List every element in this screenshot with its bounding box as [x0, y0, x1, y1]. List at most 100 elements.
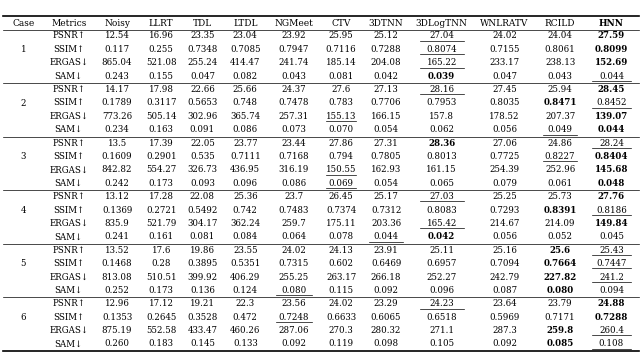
Text: 0.3117: 0.3117 — [146, 98, 177, 107]
Text: 406.29: 406.29 — [230, 272, 260, 281]
Text: 14.17: 14.17 — [104, 85, 130, 94]
Text: 24.23: 24.23 — [429, 299, 454, 308]
Text: 155.13: 155.13 — [326, 112, 356, 121]
Text: 0.105: 0.105 — [429, 340, 454, 349]
Text: 270.3: 270.3 — [329, 326, 353, 335]
Text: 252.27: 252.27 — [426, 272, 457, 281]
Text: 255.25: 255.25 — [279, 272, 309, 281]
Text: 0.252: 0.252 — [105, 286, 129, 295]
Text: 0.048: 0.048 — [598, 179, 625, 188]
Text: 25.17: 25.17 — [374, 192, 399, 201]
Text: CTV: CTV — [332, 19, 351, 28]
Text: 241.74: 241.74 — [279, 58, 309, 67]
Text: 27.86: 27.86 — [329, 139, 353, 148]
Text: 0.241: 0.241 — [104, 232, 130, 241]
Text: 149.84: 149.84 — [595, 219, 628, 228]
Text: 0.1468: 0.1468 — [102, 259, 132, 268]
Text: 0.056: 0.056 — [492, 125, 517, 134]
Text: 0.7947: 0.7947 — [279, 45, 309, 54]
Text: 162.93: 162.93 — [371, 165, 401, 174]
Text: 0.2721: 0.2721 — [146, 206, 177, 215]
Text: 0.7288: 0.7288 — [595, 313, 628, 322]
Text: 302.96: 302.96 — [188, 112, 218, 121]
Text: 0.472: 0.472 — [233, 313, 258, 322]
Text: 0.8227: 0.8227 — [545, 152, 575, 161]
Text: 24.02: 24.02 — [282, 246, 307, 255]
Text: 0.7348: 0.7348 — [188, 45, 218, 54]
Text: 24.02: 24.02 — [492, 32, 517, 41]
Text: 25.43: 25.43 — [599, 246, 624, 255]
Text: 0.535: 0.535 — [190, 152, 215, 161]
Text: 0.070: 0.070 — [328, 125, 354, 134]
Text: 25.6: 25.6 — [550, 246, 571, 255]
Text: 0.6065: 0.6065 — [371, 313, 401, 322]
Text: 27.76: 27.76 — [598, 192, 625, 201]
Text: 0.054: 0.054 — [374, 125, 399, 134]
Text: 139.07: 139.07 — [595, 112, 628, 121]
Text: 0.8452: 0.8452 — [596, 98, 627, 107]
Text: 0.119: 0.119 — [328, 340, 354, 349]
Text: 0.092: 0.092 — [374, 286, 399, 295]
Text: 152.69: 152.69 — [595, 58, 628, 67]
Text: 0.5969: 0.5969 — [490, 313, 520, 322]
Text: 0.7483: 0.7483 — [279, 206, 309, 215]
Text: 17.6: 17.6 — [152, 246, 171, 255]
Text: 0.243: 0.243 — [105, 72, 129, 81]
Text: 365.74: 365.74 — [230, 112, 260, 121]
Text: 875.19: 875.19 — [102, 326, 132, 335]
Text: 0.039: 0.039 — [428, 72, 455, 81]
Text: 22.66: 22.66 — [190, 85, 215, 94]
Text: 23.56: 23.56 — [282, 299, 307, 308]
Text: 23.35: 23.35 — [190, 32, 214, 41]
Text: 0.7248: 0.7248 — [279, 313, 309, 322]
Text: 399.92: 399.92 — [188, 272, 218, 281]
Text: 25.95: 25.95 — [329, 32, 353, 41]
Text: 23.79: 23.79 — [548, 299, 572, 308]
Text: 0.7315: 0.7315 — [279, 259, 309, 268]
Text: 165.42: 165.42 — [426, 219, 457, 228]
Text: 0.145: 0.145 — [190, 340, 215, 349]
Text: 28.24: 28.24 — [599, 139, 624, 148]
Text: Noisy: Noisy — [104, 19, 130, 28]
Text: 0.161: 0.161 — [148, 232, 174, 241]
Text: 0.115: 0.115 — [328, 286, 354, 295]
Text: 287.06: 287.06 — [279, 326, 309, 335]
Text: 0.7706: 0.7706 — [371, 98, 401, 107]
Text: 271.1: 271.1 — [429, 326, 454, 335]
Text: 165.22: 165.22 — [426, 58, 457, 67]
Text: 0.7312: 0.7312 — [371, 206, 401, 215]
Text: 414.47: 414.47 — [230, 58, 260, 67]
Text: 145.68: 145.68 — [595, 165, 628, 174]
Text: 25.12: 25.12 — [374, 32, 399, 41]
Text: 0.6518: 0.6518 — [426, 313, 457, 322]
Text: 4: 4 — [20, 206, 26, 215]
Text: SSIM↑: SSIM↑ — [53, 206, 84, 215]
Text: 0.042: 0.042 — [374, 72, 399, 81]
Text: 362.24: 362.24 — [230, 219, 260, 228]
Text: 25.66: 25.66 — [233, 85, 258, 94]
Text: 0.173: 0.173 — [149, 286, 173, 295]
Text: 23.7: 23.7 — [285, 192, 303, 201]
Text: 203.36: 203.36 — [371, 219, 401, 228]
Text: LTDL: LTDL — [233, 19, 257, 28]
Text: 0.056: 0.056 — [492, 232, 517, 241]
Text: 0.062: 0.062 — [429, 125, 454, 134]
Text: 0.155: 0.155 — [148, 72, 173, 81]
Text: SAM↓: SAM↓ — [54, 72, 83, 81]
Text: SSIM↑: SSIM↑ — [53, 152, 84, 161]
Text: 17.98: 17.98 — [148, 85, 173, 94]
Text: 521.08: 521.08 — [146, 58, 177, 67]
Text: 25.25: 25.25 — [492, 192, 517, 201]
Text: 0.7805: 0.7805 — [371, 152, 401, 161]
Text: 0.082: 0.082 — [233, 72, 258, 81]
Text: 0.042: 0.042 — [428, 232, 455, 241]
Text: 27.13: 27.13 — [374, 85, 399, 94]
Text: 0.092: 0.092 — [492, 340, 517, 349]
Text: 0.096: 0.096 — [429, 286, 454, 295]
Text: 17.39: 17.39 — [149, 139, 173, 148]
Text: 0.8186: 0.8186 — [596, 206, 627, 215]
Text: SAM↓: SAM↓ — [54, 286, 83, 295]
Text: 0.163: 0.163 — [149, 125, 173, 134]
Text: 0.045: 0.045 — [599, 232, 624, 241]
Text: 238.13: 238.13 — [545, 58, 575, 67]
